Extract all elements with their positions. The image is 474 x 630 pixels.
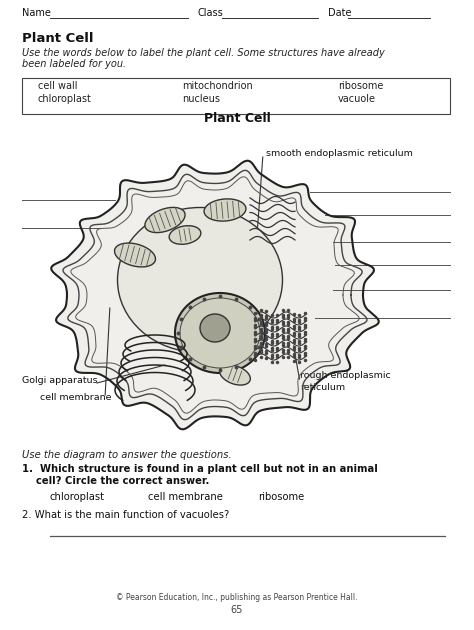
Text: smooth endoplasmic reticulum: smooth endoplasmic reticulum	[266, 149, 413, 159]
Ellipse shape	[169, 226, 201, 244]
Ellipse shape	[219, 365, 250, 385]
Text: cell wall: cell wall	[38, 81, 78, 91]
Ellipse shape	[145, 207, 185, 232]
Text: Use the words below to label the plant cell. Some structures have already: Use the words below to label the plant c…	[22, 48, 385, 58]
Text: been labeled for you.: been labeled for you.	[22, 59, 126, 69]
Ellipse shape	[175, 293, 265, 373]
Ellipse shape	[115, 243, 155, 267]
Text: 65: 65	[231, 605, 243, 615]
Ellipse shape	[200, 314, 230, 342]
Text: cell membrane: cell membrane	[148, 492, 223, 502]
Ellipse shape	[204, 199, 246, 221]
Text: © Pearson Education, Inc., publishing as Pearson Prentice Hall.: © Pearson Education, Inc., publishing as…	[116, 593, 358, 602]
Text: vacuole: vacuole	[338, 94, 376, 104]
Ellipse shape	[180, 298, 260, 368]
Text: Plant Cell: Plant Cell	[22, 32, 93, 45]
Text: 1.  Which structure is found in a plant cell but not in an animal: 1. Which structure is found in a plant c…	[22, 464, 378, 474]
Text: Date: Date	[328, 8, 352, 18]
Text: nucleus: nucleus	[182, 94, 220, 104]
Text: Plant Cell: Plant Cell	[204, 112, 270, 125]
Text: Golgi apparatus: Golgi apparatus	[22, 376, 98, 385]
Text: ribosome: ribosome	[258, 492, 304, 502]
Text: 2. What is the main function of vacuoles?: 2. What is the main function of vacuoles…	[22, 510, 229, 520]
Text: Use the diagram to answer the questions.: Use the diagram to answer the questions.	[22, 450, 232, 460]
Text: cell membrane: cell membrane	[40, 393, 111, 402]
Text: chloroplast: chloroplast	[50, 492, 105, 502]
Ellipse shape	[118, 207, 283, 353]
Text: rough endoplasmic
reticulum: rough endoplasmic reticulum	[300, 371, 391, 392]
Text: cell? Circle the correct answer.: cell? Circle the correct answer.	[22, 476, 210, 486]
Text: chloroplast: chloroplast	[38, 94, 92, 104]
Bar	[22, 78, 450, 114]
Text: mitochondrion: mitochondrion	[182, 81, 253, 91]
Text: Class: Class	[198, 8, 224, 18]
Text: Name: Name	[22, 8, 51, 18]
Polygon shape	[51, 161, 379, 429]
Text: ribosome: ribosome	[338, 81, 383, 91]
